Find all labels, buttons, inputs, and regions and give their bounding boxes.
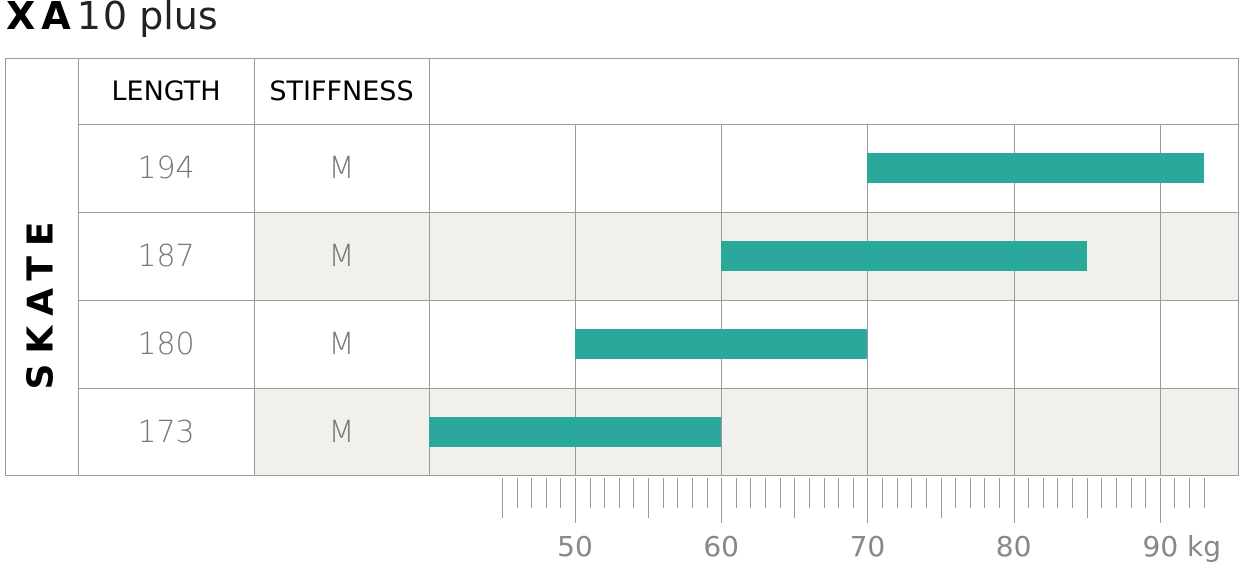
minor-tick [1116, 478, 1117, 508]
minor-tick [663, 478, 664, 508]
row-background [254, 388, 1239, 476]
weight-range-bar [721, 241, 1087, 271]
minor-tick [765, 478, 766, 508]
grid-line [867, 124, 868, 476]
column-divider [429, 58, 430, 476]
x-tick-label: 60 [703, 530, 740, 563]
major-tick [575, 478, 576, 523]
minor-tick [560, 478, 561, 508]
minor-tick [1101, 478, 1102, 508]
minor-tick [853, 478, 854, 508]
minor-tick [1145, 478, 1146, 508]
table-frame [5, 58, 1239, 476]
minor-tick [502, 478, 503, 518]
header-length: LENGTH [111, 75, 221, 107]
title-variant: plus [139, 0, 218, 38]
x-tick-label: 80 [995, 530, 1032, 563]
minor-tick [707, 478, 708, 508]
header-stiffness: STIFFNESS [269, 75, 414, 107]
grid-line [1014, 124, 1015, 476]
x-tick-label: 70 [849, 530, 886, 563]
minor-tick [648, 478, 649, 518]
minor-tick [1028, 478, 1029, 508]
chart-title: XA10 plus [6, 0, 218, 46]
minor-tick [1174, 478, 1175, 508]
minor-tick [926, 478, 927, 508]
minor-tick [970, 478, 971, 508]
minor-tick [604, 478, 605, 508]
minor-tick [955, 478, 956, 508]
minor-tick [590, 478, 591, 508]
stiffness-cell: M [328, 326, 355, 362]
minor-tick [984, 478, 985, 508]
major-tick [1014, 478, 1015, 523]
category-label-text: SKATE [21, 210, 63, 390]
column-divider [254, 58, 255, 476]
stiffness-cell: M [328, 150, 355, 186]
minor-tick [999, 478, 1000, 508]
stiffness-cell: M [328, 414, 355, 450]
x-tick-label: 90 kg [1142, 530, 1222, 563]
minor-tick [546, 478, 547, 508]
minor-tick [809, 478, 810, 508]
weight-range-bar [429, 417, 722, 447]
minor-tick [824, 478, 825, 508]
minor-tick [1072, 478, 1073, 508]
title-model: 10 [76, 0, 130, 38]
minor-tick [882, 478, 883, 508]
minor-tick [1057, 478, 1058, 508]
row-divider [78, 300, 1239, 301]
length-cell: 173 [137, 414, 195, 450]
minor-tick [1204, 478, 1205, 508]
stiffness-cell: M [328, 238, 355, 274]
major-tick [867, 478, 868, 523]
grid-line [575, 124, 576, 476]
minor-tick [692, 478, 693, 508]
row-divider [78, 212, 1239, 213]
minor-tick [897, 478, 898, 508]
minor-tick [794, 478, 795, 518]
length-cell: 187 [137, 238, 195, 274]
major-tick [1160, 478, 1161, 523]
minor-tick [1131, 478, 1132, 508]
minor-tick [911, 478, 912, 508]
minor-tick [1043, 478, 1044, 508]
minor-tick [517, 478, 518, 508]
length-cell: 194 [137, 150, 195, 186]
grid-line [721, 124, 722, 476]
x-tick-label: 50 [557, 530, 593, 563]
title-brand: XA [6, 0, 77, 38]
length-cell: 180 [137, 326, 195, 362]
minor-tick [619, 478, 620, 508]
grid-line [1160, 124, 1161, 476]
minor-tick [736, 478, 737, 508]
minor-tick [633, 478, 634, 508]
minor-tick [780, 478, 781, 508]
row-divider [78, 124, 1239, 125]
weight-range-bar [867, 153, 1204, 183]
weight-range-bar [575, 329, 868, 359]
minor-tick [838, 478, 839, 508]
category-label: SKATE [5, 124, 78, 476]
minor-tick [1087, 478, 1088, 518]
minor-tick [941, 478, 942, 518]
minor-tick [531, 478, 532, 508]
minor-tick [750, 478, 751, 508]
column-divider [78, 58, 79, 476]
row-divider [78, 388, 1239, 389]
minor-tick [677, 478, 678, 508]
major-tick [721, 478, 722, 523]
minor-tick [1189, 478, 1190, 508]
